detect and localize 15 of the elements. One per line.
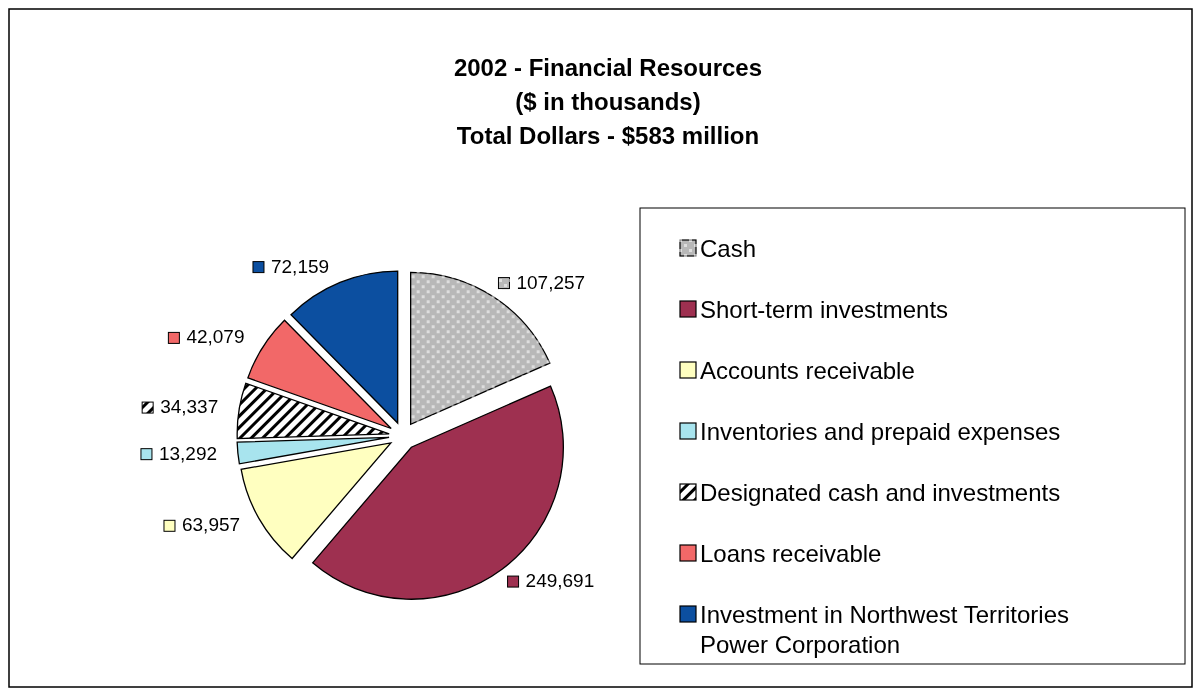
legend-label: Inventories and prepaid expenses: [700, 418, 1061, 445]
legend-label: Investment in Northwest Territories Power Corporation: [700, 601, 1070, 658]
data-label: 107,257: [516, 271, 586, 293]
data-label: 42,079: [186, 326, 245, 348]
data-label: 72,159: [270, 255, 330, 277]
legend-label: Loans receivable: [700, 540, 882, 567]
chart-title: 2002 - Financial Resources ($ in thousands) Total Dollars - $583 million: [453, 54, 763, 149]
data-label: 34,337: [160, 396, 219, 418]
legend-label: Short-term investments: [700, 296, 949, 323]
legend-label: Cash: [700, 235, 757, 262]
data-label: 63,957: [181, 514, 241, 536]
legend-label: Designated cash and investments: [700, 479, 1061, 506]
legend-label: Accounts receivable: [700, 357, 915, 384]
data-label: 249,691: [525, 570, 595, 592]
data-label: 13,292: [158, 442, 218, 464]
